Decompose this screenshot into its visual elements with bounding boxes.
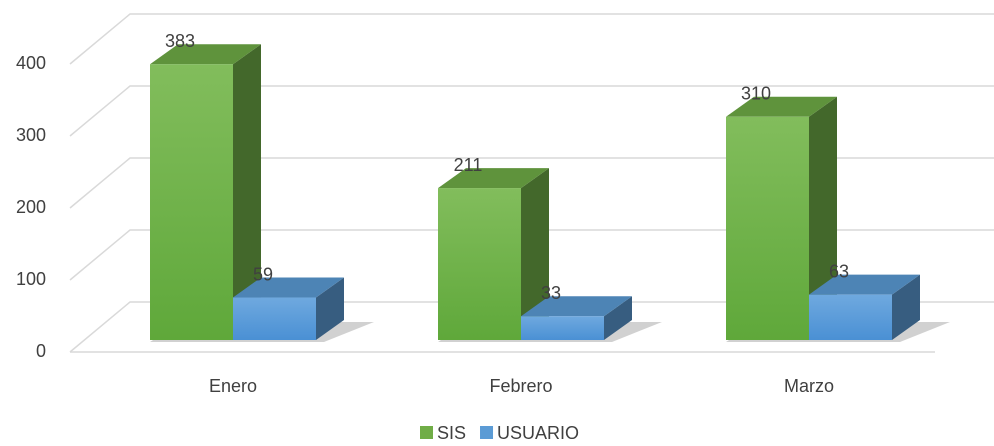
bar-top (809, 274, 920, 295)
data-label: 383 (165, 31, 195, 51)
data-label: 33 (541, 283, 561, 303)
data-label: 310 (741, 84, 771, 104)
bar (726, 116, 809, 340)
y-tick-label: 100 (16, 269, 46, 289)
bar-top (150, 44, 261, 65)
bar (150, 64, 233, 341)
y-tick-label: 0 (36, 341, 46, 361)
bar-side (233, 44, 261, 341)
bar-side (809, 96, 837, 340)
grid-line (69, 85, 994, 137)
grid-line (69, 13, 994, 65)
bar-top (438, 168, 549, 189)
legend-label: SIS (437, 423, 466, 443)
grid-line (69, 301, 994, 353)
bar-side (316, 277, 344, 340)
data-label: 211 (454, 155, 483, 175)
grid-line (69, 157, 994, 209)
bar (521, 316, 604, 340)
y-tick-label: 400 (16, 53, 46, 73)
data-label: 63 (829, 261, 849, 281)
bar-side (521, 168, 549, 340)
y-tick-label: 200 (16, 197, 46, 217)
bar-top (521, 296, 632, 317)
y-tick-label: 300 (16, 125, 46, 145)
bar-top (233, 277, 344, 298)
x-tick-label: Febrero (489, 376, 552, 396)
bar-side (604, 296, 632, 340)
legend-swatch (420, 426, 433, 439)
grid-line (69, 229, 994, 281)
legend-label: USUARIO (497, 423, 579, 443)
bar-top (726, 96, 837, 117)
bar-side (892, 274, 920, 340)
legend-swatch (480, 426, 494, 439)
x-tick-label: Marzo (784, 376, 834, 396)
bar (809, 294, 892, 340)
bar (438, 188, 521, 340)
x-tick-label: Enero (209, 376, 257, 396)
bar (233, 297, 316, 340)
data-label: 59 (253, 264, 273, 284)
